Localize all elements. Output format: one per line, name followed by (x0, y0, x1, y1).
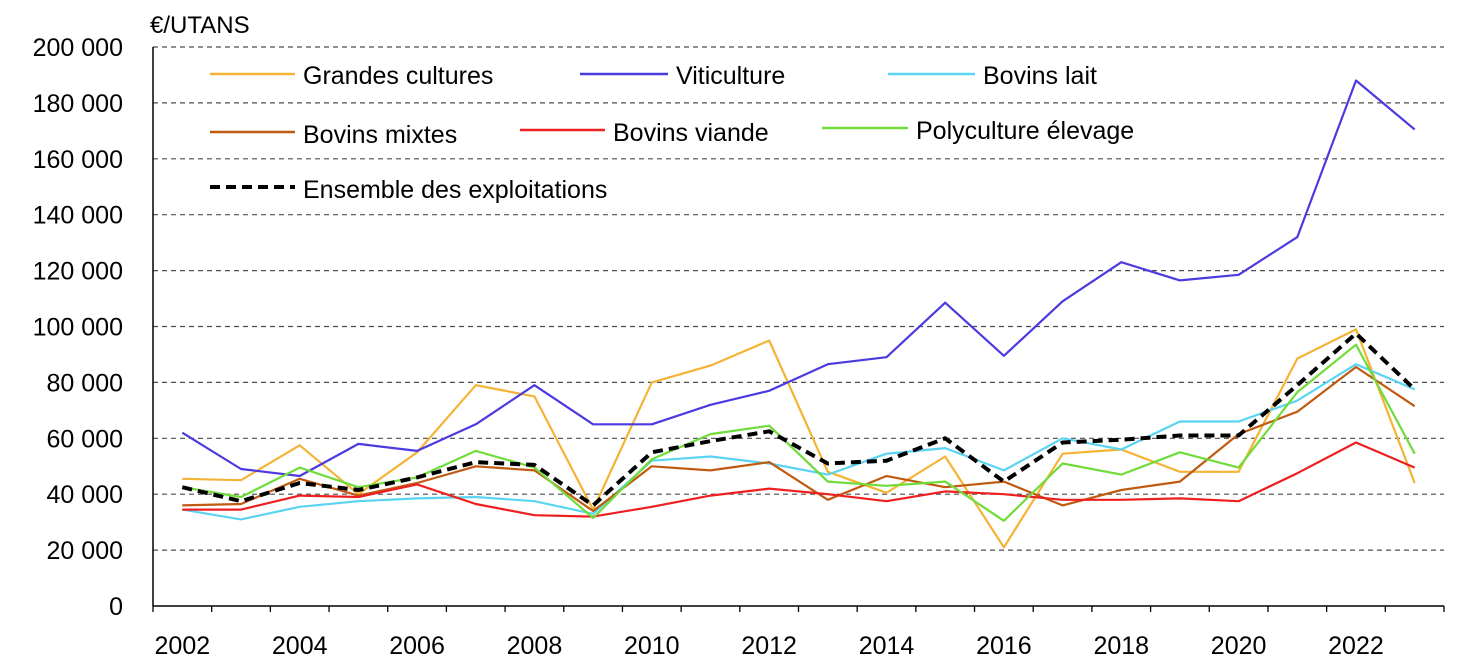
x-tick-label: 2006 (389, 632, 445, 660)
series-line-viticulture (181, 79, 1416, 478)
y-tick-label: 160 000 (33, 146, 123, 174)
series-line-bovins-lait (182, 363, 1416, 521)
x-tick-label: 2020 (1211, 632, 1267, 660)
legend-label-bovins-lait: Bovins lait (983, 62, 1097, 90)
gridlines (153, 46, 1444, 551)
y-tick-label: 40 000 (47, 481, 123, 509)
y-tick-label: 120 000 (33, 258, 123, 286)
series-line-bovins-viande (182, 441, 1416, 518)
x-tick-label: 2004 (272, 632, 328, 660)
x-axis-ticks: 2002 2004 2006 2008 2010 2012 2014 2016 2018 2020… (155, 632, 1384, 660)
y-tick-label: 60 000 (47, 425, 123, 453)
y-axis-ticks: 0 20 000 40 000 60 000 80 000 100 000 120 000 1… (33, 34, 123, 621)
x-tick-label: 2002 (155, 632, 211, 660)
series-line-bovins-mixtes (182, 365, 1416, 513)
y-tick-label: 0 (109, 593, 123, 621)
series-line-grandes-cultures (182, 328, 1416, 549)
x-tick-label: 2016 (976, 632, 1032, 660)
y-tick-label: 200 000 (33, 34, 123, 62)
y-tick-label: 140 000 (33, 202, 123, 230)
x-tick-label: 2018 (1093, 632, 1149, 660)
x-tick-label: 2014 (859, 632, 915, 660)
legend-label-ensemble-des-exploitations: Ensemble des exploitations (303, 176, 607, 204)
axes (152, 47, 1445, 612)
x-tick-label: 2010 (624, 632, 680, 660)
y-tick-label: 100 000 (33, 314, 123, 342)
y-tick-label: 20 000 (47, 537, 123, 565)
legend-label-bovins-viande: Bovins viande (613, 119, 769, 147)
x-tick-label: 2022 (1328, 632, 1384, 660)
y-tick-label: 80 000 (47, 369, 123, 397)
series-line-ensemble-des-exploitations (181, 331, 1417, 508)
y-unit-label: €/UTANS (150, 12, 250, 39)
legend-label-grandes-cultures: Grandes cultures (303, 62, 493, 90)
legend-label-polyculture-elevage: Polyculture élevage (916, 117, 1134, 145)
legend-label-bovins-mixtes: Bovins mixtes (303, 121, 457, 149)
x-tick-label: 2008 (507, 632, 563, 660)
legend: Grandes cultures Viticulture Bovins lait Bo… (210, 62, 1134, 204)
y-tick-label: 180 000 (33, 90, 123, 118)
series-lines (181, 79, 1417, 549)
legend-label-viticulture: Viticulture (676, 62, 785, 90)
x-tick-label: 2012 (741, 632, 797, 660)
